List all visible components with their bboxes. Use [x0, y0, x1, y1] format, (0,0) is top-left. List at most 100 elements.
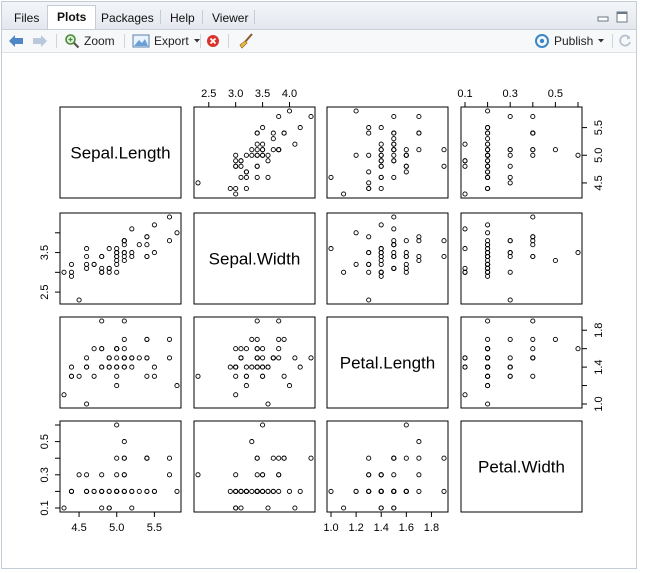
chevron-down-icon: [193, 39, 200, 43]
tick-label: 3.0: [228, 88, 243, 100]
clear-all-plots-button[interactable]: [238, 32, 254, 50]
data-point: [378, 472, 384, 478]
data-point: [378, 152, 384, 158]
data-point: [151, 488, 157, 494]
bottom-axis-sepal-length: 4.5 5.0 5.5: [71, 512, 162, 534]
data-point: [151, 364, 157, 370]
data-point: [378, 505, 384, 511]
panel-frame: [326, 316, 449, 409]
data-point: [341, 191, 347, 197]
toolbar-divider: [124, 34, 125, 48]
tab-plots[interactable]: Plots: [47, 5, 97, 29]
forward-button[interactable]: [32, 32, 48, 50]
data-point: [366, 455, 372, 461]
data-point: [129, 505, 135, 511]
panel-sepal-length-vs-petal-length: [326, 106, 449, 199]
tick-label: 0.1: [39, 500, 51, 515]
data-point: [485, 364, 491, 370]
data-point: [91, 346, 97, 352]
data-point: [416, 472, 422, 478]
data-point: [403, 265, 409, 271]
data-point: [292, 505, 298, 511]
data-point: [441, 455, 447, 461]
data-point: [254, 174, 260, 180]
tab-packages[interactable]: Packages: [101, 11, 154, 25]
data-point: [233, 488, 239, 494]
data-point: [265, 401, 271, 407]
data-point: [403, 169, 409, 175]
data-point: [366, 269, 372, 275]
data-point: [243, 383, 249, 389]
data-point: [485, 163, 491, 169]
data-point: [106, 505, 112, 511]
data-point: [99, 318, 105, 324]
data-point: [121, 346, 127, 352]
export-button[interactable]: Export: [132, 32, 201, 50]
panel-frame: [59, 212, 182, 305]
maximize-pane-icon[interactable]: [616, 11, 628, 23]
data-point: [238, 505, 244, 511]
data-point: [403, 422, 409, 428]
data-point: [233, 472, 239, 478]
data-point: [166, 238, 173, 244]
data-point: [233, 364, 239, 370]
data-point: [254, 130, 260, 136]
zoom-button[interactable]: Zoom: [64, 32, 115, 50]
data-point: [485, 222, 491, 228]
panel-sepal-length-vs-sepal-length: Sepal.Length: [59, 106, 182, 199]
data-point: [441, 163, 447, 169]
tick-label: 4.5: [593, 175, 605, 190]
data-point: [391, 214, 397, 220]
minimize-pane-icon[interactable]: [597, 11, 609, 23]
data-point: [416, 439, 422, 445]
data-point: [366, 169, 372, 175]
toolbar-divider: [228, 34, 229, 48]
data-point: [485, 355, 491, 361]
data-point: [378, 174, 384, 180]
tab-divider: [160, 10, 161, 24]
refresh-button[interactable]: [618, 32, 632, 50]
data-point: [530, 238, 536, 244]
data-point: [265, 158, 271, 164]
publish-button[interactable]: Publish: [534, 32, 605, 50]
panel-frame: [460, 420, 583, 513]
data-point: [378, 185, 384, 192]
data-point: [106, 364, 112, 370]
data-point: [403, 152, 409, 158]
data-point: [68, 488, 75, 494]
data-point: [507, 152, 513, 158]
data-point: [129, 355, 135, 361]
data-point: [121, 364, 127, 370]
data-point: [68, 269, 75, 275]
data-point: [68, 373, 75, 379]
tick-label: 1.0: [593, 396, 605, 411]
data-point: [106, 265, 112, 271]
data-point: [441, 147, 447, 153]
tab-viewer[interactable]: Viewer: [212, 11, 249, 25]
data-point: [403, 147, 409, 153]
data-point: [243, 152, 249, 158]
data-point: [106, 488, 112, 494]
data-point: [276, 113, 282, 120]
panel-petal-width-vs-sepal-length: [59, 420, 182, 513]
remove-plot-button[interactable]: [206, 32, 220, 50]
back-button[interactable]: [8, 32, 24, 50]
data-point: [68, 364, 75, 370]
data-point: [270, 130, 276, 136]
data-point: [238, 158, 244, 164]
data-point: [249, 147, 255, 153]
panel-frame: [326, 420, 449, 513]
data-point: [114, 269, 120, 275]
tick-label: 1.2: [348, 522, 363, 534]
data-point: [91, 261, 97, 267]
tab-help[interactable]: Help: [170, 11, 195, 25]
data-point: [485, 185, 491, 192]
bottom-axis-petal-length: 1.0 1.2 1.4 1.6 1.8: [323, 512, 439, 534]
data-point: [84, 401, 90, 407]
data-point: [462, 246, 468, 252]
data-point: [485, 257, 491, 264]
data-point: [260, 488, 266, 494]
arrow-left-icon: [9, 35, 23, 47]
tab-files[interactable]: Files: [14, 11, 40, 25]
data-point: [507, 174, 513, 180]
